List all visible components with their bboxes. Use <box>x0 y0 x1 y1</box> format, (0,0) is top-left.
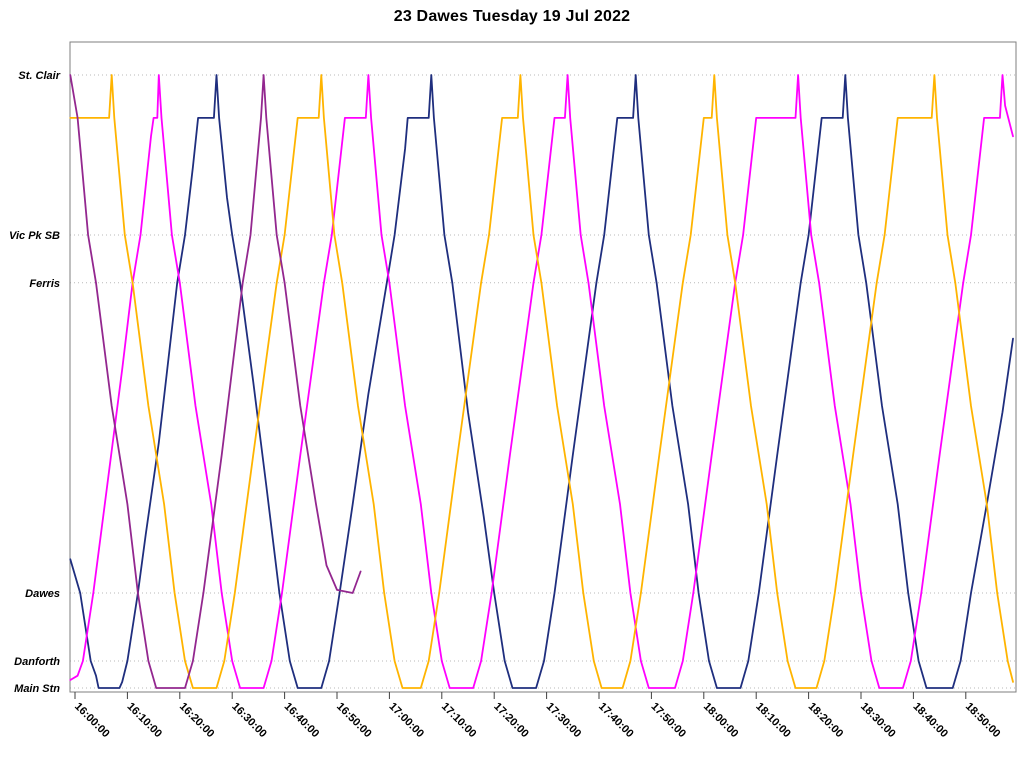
station-label: Dawes <box>25 588 60 600</box>
x-tick-label: 18:50:00 <box>963 700 1003 740</box>
chart-title: 23 Dawes Tuesday 19 Jul 2022 <box>393 8 631 25</box>
x-tick-label: 17:50:00 <box>648 700 688 740</box>
x-tick-label: 16:00:00 <box>72 700 112 740</box>
station-label: Danforth <box>14 656 60 668</box>
station-label: St. Clair <box>18 70 60 82</box>
x-tick-label: 17:20:00 <box>491 700 531 740</box>
x-tick-label: 16:10:00 <box>124 700 164 740</box>
x-tick-label: 16:40:00 <box>282 700 322 740</box>
x-tick-label: 17:00:00 <box>386 700 426 740</box>
series-vehicle-magenta <box>69 74 1014 689</box>
station-label: Main Stn <box>14 683 60 695</box>
x-tick-label: 17:40:00 <box>596 700 636 740</box>
plot-border <box>69 41 1017 693</box>
x-tick-label: 16:30:00 <box>229 700 269 740</box>
x-tick-label: 18:40:00 <box>910 700 950 740</box>
station-label: Ferris <box>29 278 60 290</box>
series-vehicle-navy <box>69 74 1014 689</box>
x-tick-label: 17:10:00 <box>439 700 479 740</box>
x-tick-label: 18:00:00 <box>701 700 741 740</box>
x-tick-label: 18:20:00 <box>806 700 846 740</box>
series-vehicle-gold <box>69 74 1014 689</box>
x-tick-label: 16:20:00 <box>177 700 217 740</box>
x-tick-label: 16:50:00 <box>334 700 374 740</box>
x-tick-label: 18:30:00 <box>858 700 898 740</box>
x-tick-label: 18:10:00 <box>753 700 793 740</box>
series-vehicle-purple <box>69 74 362 689</box>
x-tick-label: 17:30:00 <box>544 700 584 740</box>
station-label: Vic Pk SB <box>9 230 60 242</box>
